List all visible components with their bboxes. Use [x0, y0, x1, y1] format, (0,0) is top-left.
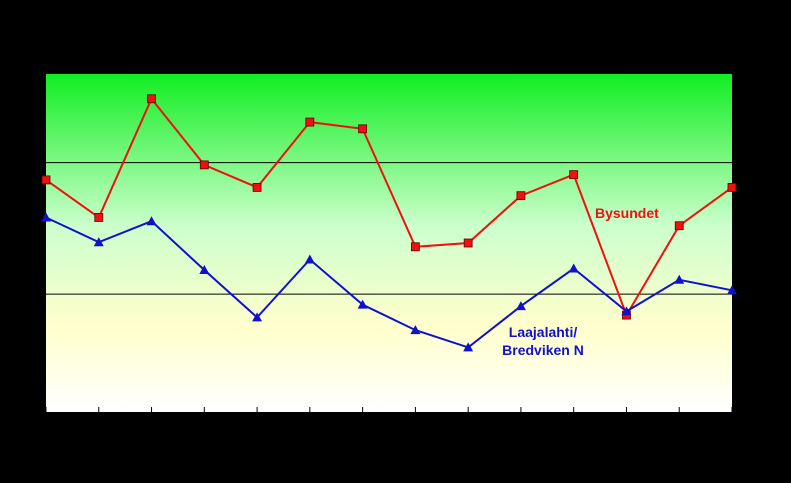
- series-1: [41, 212, 737, 352]
- series-layer: [41, 94, 737, 352]
- series-0: [41, 94, 737, 320]
- series-line-0: [45, 96, 733, 318]
- data-point: [727, 183, 737, 192]
- series-label-bysundet: Bysundet: [595, 205, 659, 221]
- data-point: [674, 221, 684, 231]
- data-point: [410, 242, 420, 252]
- series-line-1: [45, 216, 733, 349]
- data-point: [515, 301, 526, 311]
- data-point: [146, 216, 157, 226]
- series-label-line: Bredviken N: [502, 342, 584, 358]
- data-point: [569, 170, 579, 180]
- data-point: [727, 285, 737, 295]
- data-point: [621, 306, 632, 316]
- series-labels: Bysundet Laajalahti/Bredviken N: [502, 205, 659, 358]
- data-point: [410, 325, 421, 335]
- data-point: [252, 312, 263, 322]
- data-point: [93, 237, 104, 247]
- data-point: [358, 124, 368, 134]
- series-label-laajalahti: Laajalahti/Bredviken N: [502, 324, 584, 358]
- data-point: [94, 213, 104, 222]
- series-label-line: Laajalahti/: [509, 324, 578, 340]
- data-point: [568, 263, 579, 273]
- data-point: [199, 265, 210, 275]
- data-point: [41, 212, 51, 222]
- data-point: [199, 160, 209, 170]
- data-point: [252, 183, 262, 192]
- data-point: [463, 342, 474, 352]
- data-point: [41, 175, 51, 185]
- data-point: [147, 94, 156, 104]
- data-point: [463, 238, 473, 248]
- x-axis-ticks: [45, 407, 733, 412]
- data-point: [516, 191, 526, 201]
- data-point: [305, 117, 315, 127]
- data-point: [304, 254, 315, 264]
- plot-area: [46, 74, 732, 412]
- data-point: [674, 274, 685, 284]
- data-point: [357, 299, 368, 309]
